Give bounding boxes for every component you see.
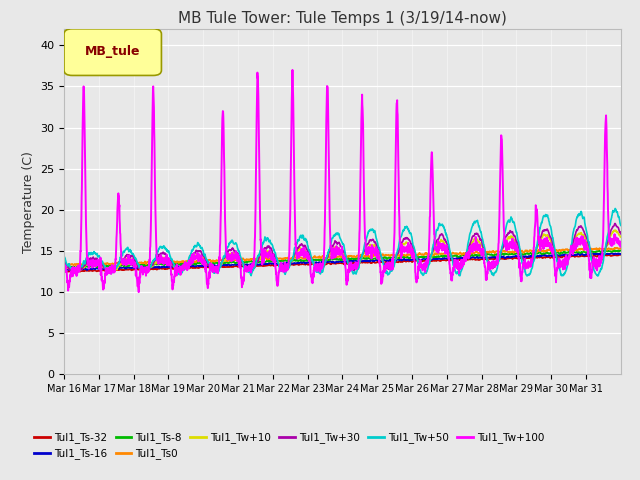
Tul1_Tw+50 <box>510 219 518 225</box>
Tul1_Ts0 <box>510 249 518 254</box>
Tul1_Ts0 <box>542 249 550 254</box>
Tul1_Tw+50 <box>116 258 124 264</box>
Text: MB_tule: MB_tule <box>85 45 141 58</box>
Line: Tul1_Ts0: Tul1_Ts0 <box>64 248 621 266</box>
Tul1_Tw+10 <box>612 227 620 233</box>
Tul1_Ts-8 <box>510 252 518 257</box>
Tul1_Ts-16 <box>614 251 622 256</box>
Tul1_Tw+50 <box>376 249 384 255</box>
Tul1_Ts0 <box>236 256 244 262</box>
Tul1_Tw+100 <box>236 258 244 264</box>
Tul1_Ts-8 <box>542 250 550 256</box>
Tul1_Ts0 <box>609 246 617 252</box>
Tul1_Tw+10 <box>542 233 550 239</box>
Tul1_Tw+30 <box>116 259 124 265</box>
Tul1_Ts-8 <box>376 255 384 261</box>
Tul1_Tw+30 <box>542 227 550 233</box>
Tul1_Tw+30 <box>617 231 625 237</box>
Tul1_Ts-16 <box>116 265 124 271</box>
Line: Tul1_Tw+30: Tul1_Tw+30 <box>64 223 621 273</box>
Tul1_Tw+100 <box>135 289 143 295</box>
Tul1_Ts-16 <box>376 258 384 264</box>
Tul1_Ts-32 <box>60 268 68 274</box>
Tul1_Tw+30 <box>376 251 384 256</box>
Tul1_Ts-8 <box>116 263 124 269</box>
Tul1_Ts-16 <box>61 268 69 274</box>
FancyBboxPatch shape <box>64 29 161 75</box>
Tul1_Ts0 <box>376 253 384 259</box>
Tul1_Tw+50 <box>247 273 255 278</box>
Tul1_Tw+100 <box>609 237 617 242</box>
Tul1_Ts-32 <box>617 252 625 257</box>
Tul1_Ts0 <box>116 260 124 265</box>
Tul1_Tw+100 <box>542 243 550 249</box>
Tul1_Tw+10 <box>609 229 617 235</box>
Tul1_Tw+50 <box>611 205 619 211</box>
Tul1_Ts-8 <box>599 247 607 253</box>
Tul1_Tw+10 <box>72 269 79 275</box>
Legend: Tul1_Ts-32, Tul1_Ts-16, Tul1_Ts-8, Tul1_Ts0, Tul1_Tw+10, Tul1_Tw+30, Tul1_Tw+50,: Tul1_Ts-32, Tul1_Ts-16, Tul1_Ts-8, Tul1_… <box>30 428 548 463</box>
Tul1_Ts-8 <box>236 260 244 265</box>
Tul1_Ts-8 <box>60 265 68 271</box>
Tul1_Tw+10 <box>617 234 625 240</box>
Tul1_Ts-32 <box>116 267 124 273</box>
Tul1_Tw+10 <box>60 264 68 269</box>
Tul1_Tw+10 <box>510 238 518 244</box>
Tul1_Tw+100 <box>376 263 384 269</box>
Tul1_Tw+50 <box>542 212 550 217</box>
Tul1_Tw+50 <box>236 251 244 256</box>
Tul1_Tw+10 <box>236 257 244 263</box>
Tul1_Ts-16 <box>60 267 68 273</box>
Tul1_Tw+30 <box>236 254 244 260</box>
Tul1_Ts-8 <box>63 265 71 271</box>
Tul1_Ts-32 <box>510 255 518 261</box>
Tul1_Ts-16 <box>510 254 518 260</box>
Tul1_Ts-32 <box>236 264 244 269</box>
Tul1_Ts-16 <box>236 262 244 268</box>
Tul1_Tw+10 <box>116 263 124 268</box>
Tul1_Tw+30 <box>60 260 68 266</box>
Line: Tul1_Tw+50: Tul1_Tw+50 <box>64 208 621 276</box>
Line: Tul1_Tw+10: Tul1_Tw+10 <box>64 230 621 272</box>
Line: Tul1_Ts-8: Tul1_Ts-8 <box>64 250 621 268</box>
Tul1_Tw+30 <box>609 224 617 229</box>
Tul1_Ts-8 <box>609 248 617 254</box>
Line: Tul1_Ts-16: Tul1_Ts-16 <box>64 253 621 271</box>
Tul1_Tw+100 <box>289 67 296 73</box>
Line: Tul1_Tw+100: Tul1_Tw+100 <box>64 70 621 292</box>
Tul1_Tw+100 <box>511 243 518 249</box>
Line: Tul1_Ts-32: Tul1_Ts-32 <box>64 254 621 272</box>
Tul1_Ts0 <box>60 263 68 268</box>
Tul1_Ts0 <box>617 246 625 252</box>
Tul1_Ts-16 <box>617 251 625 257</box>
Tul1_Ts-32 <box>542 255 550 261</box>
Tul1_Ts0 <box>63 263 71 269</box>
Tul1_Tw+10 <box>376 253 384 259</box>
Title: MB Tule Tower: Tule Temps 1 (3/19/14-now): MB Tule Tower: Tule Temps 1 (3/19/14-now… <box>178 11 507 26</box>
Tul1_Tw+100 <box>617 241 625 247</box>
Tul1_Tw+30 <box>611 220 619 226</box>
Tul1_Tw+50 <box>60 254 68 260</box>
Tul1_Ts-32 <box>609 252 617 258</box>
Y-axis label: Temperature (C): Temperature (C) <box>22 151 35 252</box>
Tul1_Tw+100 <box>60 264 68 270</box>
Tul1_Ts-32 <box>68 269 76 275</box>
Tul1_Tw+50 <box>609 209 617 215</box>
Tul1_Ts-16 <box>609 251 617 257</box>
Tul1_Tw+30 <box>71 270 79 276</box>
Tul1_Tw+30 <box>510 233 518 239</box>
Tul1_Ts-16 <box>542 253 550 259</box>
Tul1_Ts-8 <box>617 248 625 253</box>
Tul1_Ts-32 <box>615 252 623 257</box>
Tul1_Ts0 <box>612 245 620 251</box>
Tul1_Tw+50 <box>617 223 625 228</box>
Tul1_Tw+100 <box>116 216 124 222</box>
Tul1_Ts-32 <box>376 259 384 265</box>
